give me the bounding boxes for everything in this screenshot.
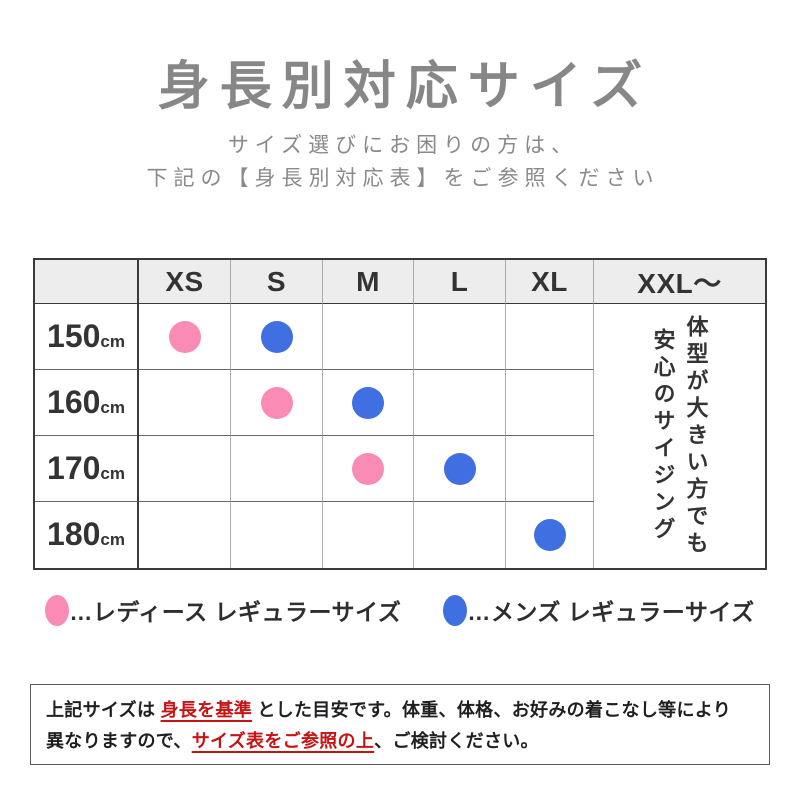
ladies-dot-icon <box>45 594 70 626</box>
mens-dot <box>443 452 476 485</box>
ladies-dot <box>260 386 293 419</box>
ladies-dot <box>168 320 201 353</box>
size-cell <box>506 436 594 502</box>
mens-dot <box>352 386 384 419</box>
size-chart-table: XS S M L XL XXL〜 150 cm 体型が大きい方でも 安心のサイジン… <box>33 258 767 570</box>
mens-dot-icon <box>443 594 468 626</box>
column-header-xs: XS <box>139 260 231 304</box>
height-value: 170 <box>47 450 101 486</box>
size-cell <box>414 502 506 568</box>
size-cell <box>139 370 231 436</box>
footer-line-1: 上記サイズは 身長を基準 とした目安です。体重、体格、お好みの着こなし等により <box>46 695 754 726</box>
footer-text: 、ご検討ください。 <box>374 731 539 751</box>
size-cell <box>139 304 231 370</box>
xxl-note-line-1: 体型が大きい方でも <box>683 314 709 558</box>
size-cell <box>414 304 506 370</box>
legend: …レディース レギュラーサイズ …メンズ レギュラーサイズ <box>0 593 800 627</box>
legend-label-mens: …メンズ レギュラーサイズ <box>467 599 755 625</box>
footer-red-phrase-height-basis: 身長を基準 <box>160 700 253 720</box>
height-unit: cm <box>100 530 125 549</box>
size-cell <box>231 502 323 568</box>
size-cell <box>414 370 506 436</box>
size-cell <box>323 502 414 568</box>
footer-red-phrase-size-table: サイズ表をご参照の上 <box>191 731 375 751</box>
column-header-m: M <box>323 260 414 304</box>
xxl-note-line-2: 安心のサイジング <box>650 328 676 544</box>
height-value: 150 <box>47 318 101 354</box>
size-cell <box>323 370 414 436</box>
size-cell <box>231 436 323 502</box>
size-cell <box>139 436 231 502</box>
xxl-note-vertical-text: 体型が大きい方でも 安心のサイジング <box>647 311 713 561</box>
footer-text: 異なりますので、 <box>46 731 192 751</box>
row-label-150cm: 150 cm <box>35 304 139 370</box>
page-title: 身長別対応サイズ <box>157 58 653 116</box>
legend-item-ladies: …レディース レギュラーサイズ <box>45 593 401 627</box>
footer-text: とした目安です。体重、体格、お好みの着こなし等により <box>252 700 732 720</box>
column-header-l: L <box>414 260 506 304</box>
size-cell <box>231 304 323 370</box>
size-cell <box>231 370 323 436</box>
legend-item-mens: …メンズ レギュラーサイズ <box>443 593 754 627</box>
subtitle-line-1: サイズ選びにお困りの方は、 <box>227 134 579 157</box>
height-value: 160 <box>47 384 101 420</box>
table-corner-cell <box>35 260 139 304</box>
legend-label-ladies: …レディース レギュラーサイズ <box>69 599 402 625</box>
height-value: 180 <box>47 516 101 552</box>
size-cell <box>139 502 231 568</box>
xxl-note-cell: 体型が大きい方でも 安心のサイジング <box>594 304 765 568</box>
row-label-160cm: 160 cm <box>35 370 139 436</box>
height-unit: cm <box>100 398 125 417</box>
footer-note-box: 上記サイズは 身長を基準 とした目安です。体重、体格、お好みの着こなし等により … <box>30 684 770 765</box>
size-cell <box>506 502 594 568</box>
row-label-180cm: 180 cm <box>35 502 139 568</box>
column-header-s: S <box>231 260 323 304</box>
height-unit: cm <box>100 332 125 351</box>
mens-dot <box>260 320 293 353</box>
size-cell <box>323 436 414 502</box>
ladies-dot <box>352 452 384 485</box>
subtitle-line-2: 下記の【身長別対応表】をご参照ください <box>146 167 660 190</box>
mens-dot <box>533 519 566 551</box>
size-cell <box>414 436 506 502</box>
column-header-xxl: XXL〜 <box>594 260 765 304</box>
page-subtitle: サイズ選びにお困りの方は、 下記の【身長別対応表】をご参照ください <box>0 129 800 195</box>
column-header-xl: XL <box>506 260 594 304</box>
footer-text: 上記サイズは <box>46 700 161 720</box>
size-cell <box>506 304 594 370</box>
size-cell <box>323 304 414 370</box>
row-label-170cm: 170 cm <box>35 436 139 502</box>
footer-line-2: 異なりますので、サイズ表をご参照の上、ご検討ください。 <box>46 726 754 757</box>
height-unit: cm <box>100 464 125 483</box>
size-cell <box>506 370 594 436</box>
